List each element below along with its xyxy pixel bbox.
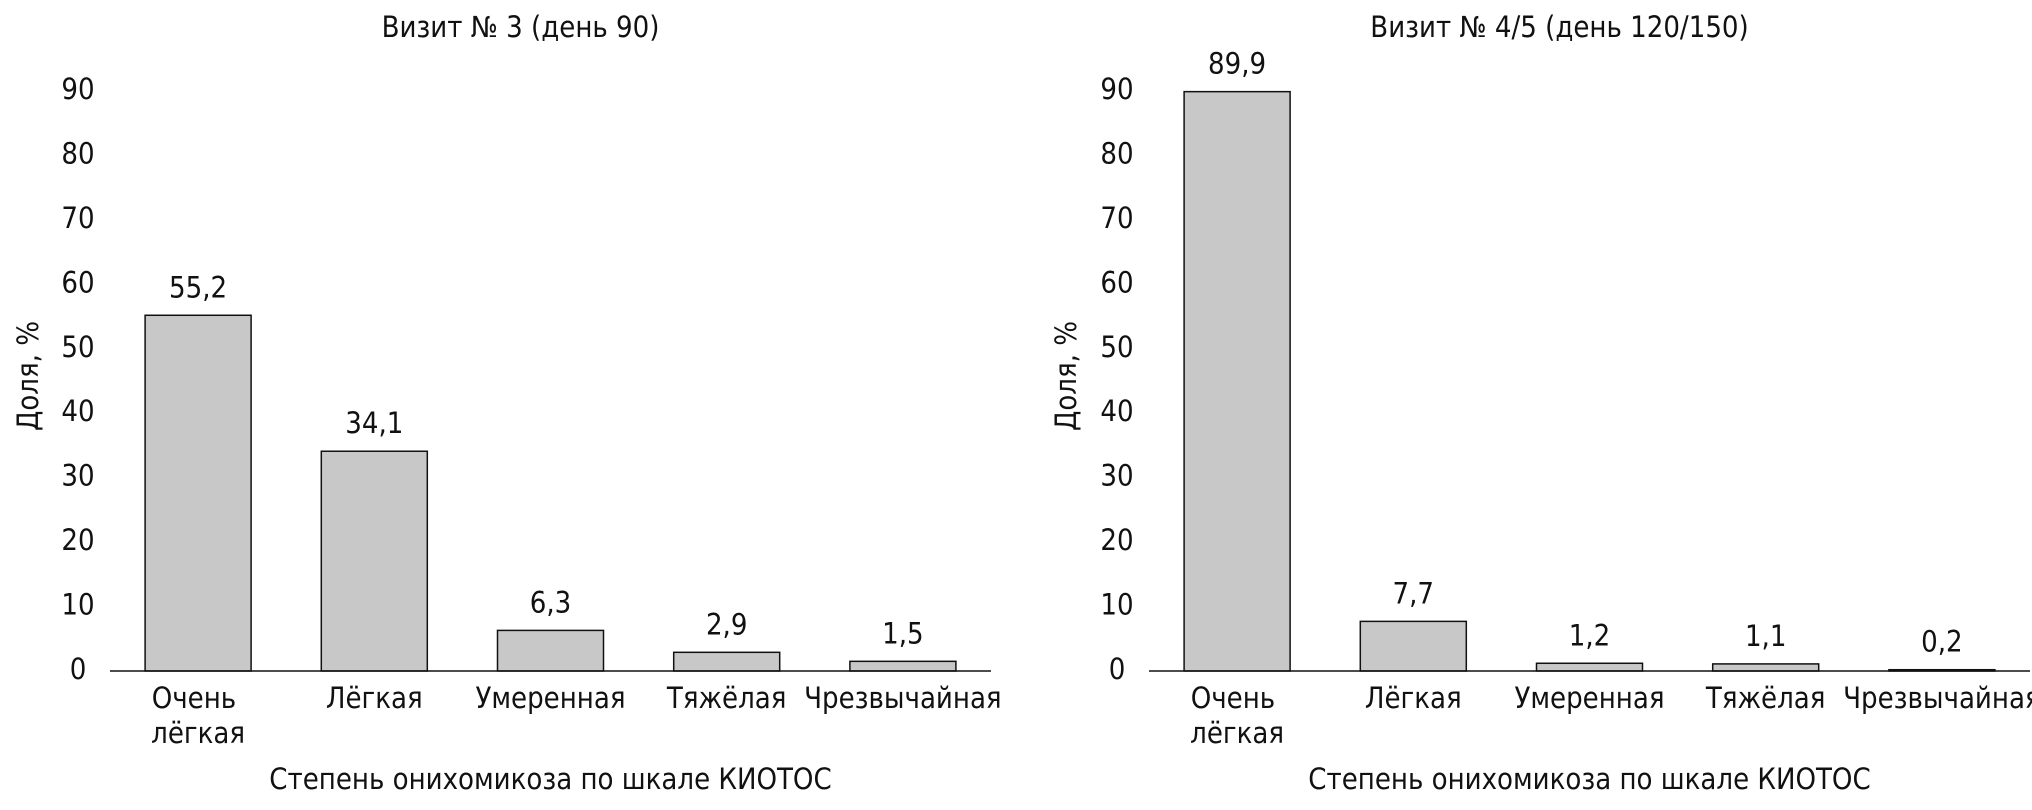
- bar: [1711, 663, 1820, 672]
- bar: [672, 651, 781, 672]
- y-tick-label: 60: [61, 265, 94, 299]
- value-label: 1,5: [882, 616, 923, 650]
- value-label: 7,7: [1393, 576, 1434, 610]
- y-tick-label: 10: [61, 588, 94, 622]
- y-tick-label: 20: [61, 523, 94, 557]
- y-tick-label: 30: [61, 459, 94, 493]
- bar: [1535, 662, 1644, 672]
- y-tick-label: 90: [1100, 72, 1133, 106]
- value-label: 1,1: [1745, 619, 1786, 653]
- y-tick-label: 50: [61, 330, 94, 364]
- y-tick-label: 0: [70, 652, 87, 686]
- bar: [1183, 90, 1291, 672]
- chart-title: Визит № 3 (день 90): [382, 10, 660, 44]
- y-tick-label: 70: [1100, 201, 1133, 235]
- y-tick-label: 80: [1100, 136, 1133, 170]
- y-tick-label: 0: [1109, 652, 1126, 686]
- x-axis-title: Степень онихомикоза по шкале КИОТОС: [269, 762, 831, 796]
- x-axis-title: Степень онихомикоза по шкале КИОТОС: [1308, 762, 1870, 796]
- y-tick-label: 90: [61, 72, 94, 106]
- x-tick-label: Лёгкая: [326, 681, 423, 715]
- chart: Визит № 4/5 (день 120/150) Доля, % Степень…: [1049, 10, 2032, 796]
- x-tick-label: Тяжёлая: [1705, 681, 1826, 715]
- y-tick-label: 20: [1100, 523, 1133, 557]
- value-label: 1,2: [1569, 618, 1610, 652]
- value-label: 89,9: [1208, 47, 1266, 81]
- x-tick-label: Умеренная: [1514, 681, 1664, 715]
- x-tick-label: Умеренная: [475, 681, 625, 715]
- x-tick-label: Чрезвычайная: [804, 681, 1001, 715]
- value-label: 6,3: [530, 585, 571, 619]
- bar: [144, 314, 252, 672]
- y-tick-label: 80: [61, 136, 94, 170]
- x-tick-label: Очень лёгкая: [1190, 681, 1284, 750]
- value-label: 0,2: [1921, 625, 1962, 659]
- value-label: 2,9: [706, 607, 747, 641]
- y-tick-label: 60: [1100, 265, 1133, 299]
- value-label: 55,2: [169, 270, 227, 304]
- bar: [320, 450, 429, 672]
- bar: [1359, 620, 1468, 672]
- y-tick-label: 40: [61, 394, 94, 428]
- bar: [849, 660, 957, 672]
- chart: Визит № 3 (день 90) Доля, % Степень онихом…: [11, 10, 1002, 796]
- chart-title: Визит № 4/5 (день 120/150): [1370, 10, 1748, 44]
- y-tick-label: 30: [1100, 459, 1133, 493]
- y-axis-title: Доля, %: [11, 321, 45, 431]
- x-tick-label: Очень лёгкая: [151, 681, 245, 750]
- y-tick-label: 50: [1100, 330, 1133, 364]
- y-axis-title: Доля, %: [1049, 321, 1083, 431]
- y-tick-label: 70: [61, 201, 94, 235]
- y-tick-label: 40: [1100, 394, 1133, 428]
- bar: [496, 629, 605, 672]
- x-tick-label: Лёгкая: [1365, 681, 1462, 715]
- x-tick-label: Чрезвычайная: [1843, 681, 2032, 715]
- x-tick-label: Тяжёлая: [666, 681, 787, 715]
- value-label: 34,1: [345, 406, 403, 440]
- y-tick-label: 10: [1100, 588, 1133, 622]
